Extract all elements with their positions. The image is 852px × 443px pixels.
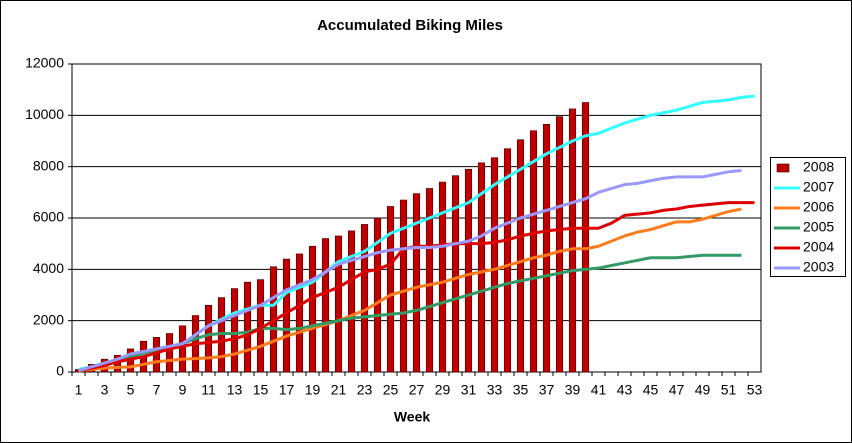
bar — [308, 245, 317, 373]
x-tick-label: 25 — [383, 382, 399, 398]
x-tick-label: 41 — [591, 382, 607, 398]
bar — [399, 199, 408, 373]
x-tick-label: 5 — [127, 382, 135, 398]
x-tick-label: 1 — [75, 382, 83, 398]
x-tick-label: 37 — [539, 382, 555, 398]
y-tick-label: 6000 — [33, 209, 64, 225]
y-tick-label: 0 — [56, 363, 64, 379]
bar — [373, 217, 382, 373]
bar — [386, 206, 395, 373]
y-tick-label: 10000 — [25, 106, 64, 122]
bar — [464, 168, 473, 373]
bar — [204, 304, 213, 373]
bar — [347, 230, 356, 373]
x-tick-label: 49 — [695, 382, 711, 398]
legend-label: 2007 — [803, 179, 834, 195]
x-tick-label: 3 — [101, 382, 109, 398]
x-tick-label: 45 — [643, 382, 659, 398]
x-tick-label: 43 — [617, 382, 633, 398]
x-tick-label: 17 — [279, 382, 295, 398]
x-tick-label: 7 — [153, 382, 161, 398]
x-tick-label: 19 — [305, 382, 321, 398]
legend-label: 2008 — [803, 159, 834, 175]
x-tick-label: 13 — [227, 382, 243, 398]
bar — [438, 181, 447, 373]
bar — [451, 175, 460, 373]
bar — [542, 124, 551, 373]
legend-label: 2006 — [803, 199, 834, 215]
legend-label: 2004 — [803, 239, 834, 255]
x-tick-label: 33 — [487, 382, 503, 398]
line — [78, 169, 742, 373]
legend-swatch — [776, 163, 790, 173]
bar — [321, 238, 330, 373]
legend-label: 2005 — [803, 219, 834, 235]
bar — [165, 333, 174, 373]
bar — [555, 116, 564, 373]
bar — [425, 188, 434, 373]
bar — [529, 130, 538, 373]
x-tick-label: 21 — [331, 382, 347, 398]
x-tick-label: 27 — [409, 382, 425, 398]
bar — [516, 139, 525, 373]
x-tick-label: 39 — [565, 382, 581, 398]
x-axis-title: Week — [394, 409, 431, 425]
legend-box — [770, 157, 846, 277]
line — [78, 207, 742, 373]
x-tick-label: 9 — [179, 382, 187, 398]
line — [78, 253, 742, 373]
x-tick-label: 29 — [435, 382, 451, 398]
bar — [490, 157, 499, 373]
x-tick-label: 47 — [669, 382, 685, 398]
bar — [178, 325, 187, 373]
x-tick-label: 51 — [721, 382, 737, 398]
x-tick-label: 23 — [357, 382, 373, 398]
x-tick-label: 31 — [461, 382, 477, 398]
x-tick-label: 53 — [747, 382, 763, 398]
bar — [412, 193, 421, 373]
bar — [230, 288, 239, 373]
bar — [243, 281, 252, 373]
bar — [503, 148, 512, 373]
bar — [581, 102, 590, 373]
legend-label: 2003 — [803, 259, 834, 275]
chart-title: Accumulated Biking Miles — [317, 17, 503, 34]
bar — [334, 235, 343, 373]
y-tick-label: 12000 — [25, 55, 64, 71]
x-tick-label: 15 — [253, 382, 269, 398]
x-tick-label: 11 — [201, 382, 216, 398]
bar — [295, 253, 304, 373]
bar — [568, 108, 577, 373]
bar — [360, 224, 369, 373]
y-tick-label: 4000 — [33, 260, 64, 276]
y-tick-label: 8000 — [33, 157, 64, 173]
y-tick-label: 2000 — [33, 311, 64, 327]
bar — [477, 162, 486, 373]
x-tick-label: 35 — [513, 382, 529, 398]
